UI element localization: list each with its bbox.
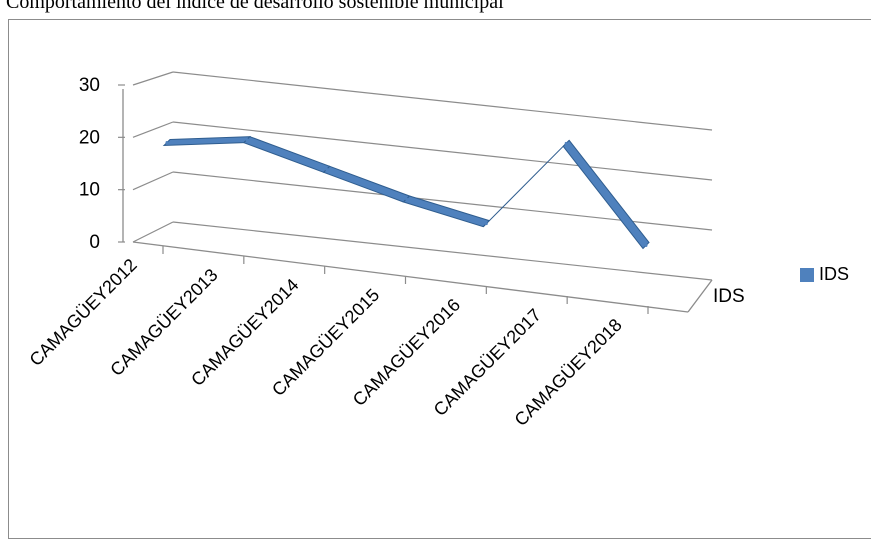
chart-plot: 0102030CAMAGÜEY2012CAMAGÜEY2013CAMAGÜEY2… bbox=[26, 71, 745, 430]
y-tick-label: 10 bbox=[79, 180, 100, 201]
legend-swatch bbox=[800, 267, 814, 282]
chart-legend: IDS bbox=[800, 264, 849, 285]
gridline bbox=[172, 121, 713, 181]
series-segment bbox=[322, 165, 411, 203]
y-tick-label: 30 bbox=[79, 75, 100, 96]
depth-axis-line bbox=[687, 279, 713, 313]
data-point bbox=[484, 222, 488, 226]
data-point bbox=[405, 197, 408, 201]
data-point bbox=[245, 138, 249, 142]
series-segment bbox=[162, 136, 252, 147]
legend-label: IDS bbox=[819, 264, 850, 284]
data-point bbox=[564, 141, 568, 145]
x-axis-line bbox=[132, 241, 689, 313]
side-gridline bbox=[132, 221, 174, 243]
series-segment bbox=[402, 195, 491, 228]
data-point bbox=[165, 141, 169, 144]
side-gridline bbox=[132, 121, 174, 138]
header-text: Comportamiento del índice de desarrollo … bbox=[6, 0, 504, 13]
gridline bbox=[172, 221, 713, 281]
side-gridline bbox=[132, 171, 174, 191]
depth-axis-label: IDS bbox=[713, 286, 745, 307]
series-segment bbox=[562, 139, 650, 250]
gridline bbox=[172, 71, 713, 131]
y-tick-label: 0 bbox=[89, 232, 100, 253]
data-point bbox=[644, 244, 648, 247]
side-gridline bbox=[132, 71, 174, 86]
data-point bbox=[325, 167, 329, 171]
series-segment bbox=[242, 136, 331, 173]
y-tick-label: 20 bbox=[79, 127, 100, 148]
